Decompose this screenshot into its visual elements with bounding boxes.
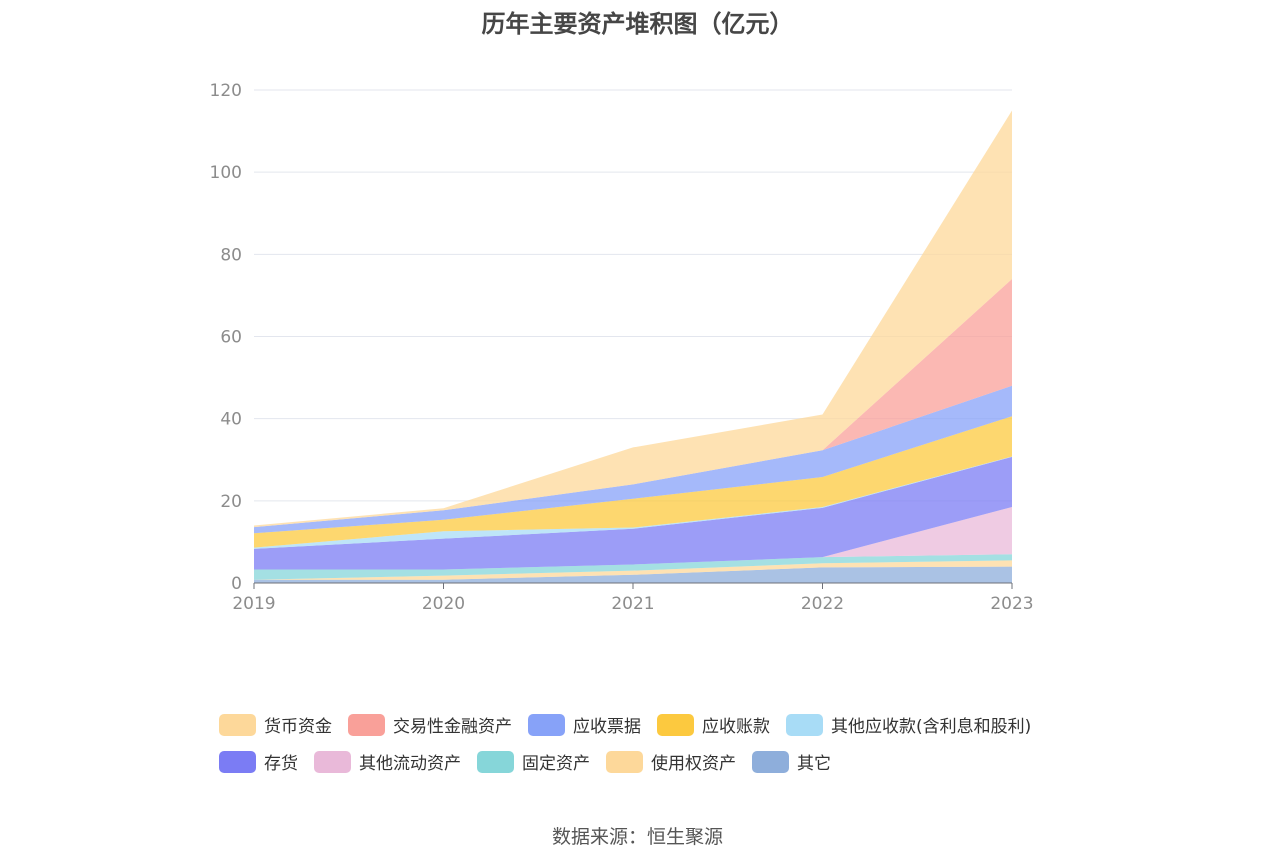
legend-item[interactable]: 其他流动资产 bbox=[314, 749, 461, 774]
legend-label: 其它 bbox=[797, 754, 831, 774]
area-series-9[interactable] bbox=[254, 110, 1012, 528]
x-tick-label: 2019 bbox=[232, 594, 275, 614]
legend-item[interactable]: 货币资金 bbox=[219, 712, 332, 737]
legend-swatch bbox=[314, 750, 351, 773]
data-source-note: 数据来源：恒生聚源 bbox=[551, 826, 723, 848]
legend-item[interactable]: 交易性金融资产 bbox=[348, 712, 512, 737]
axes: 0 20 40 60 80 100 120 2019 2020 2021 2022 2023 bbox=[210, 81, 1034, 614]
legend-item[interactable]: 其他应收款(含利息和股利) bbox=[786, 712, 1031, 737]
area-series-6[interactable] bbox=[254, 416, 1012, 548]
legend-label: 固定资产 bbox=[522, 754, 590, 774]
legend-label: 货币资金 bbox=[264, 717, 332, 737]
legend-swatch bbox=[219, 750, 256, 773]
legend-item[interactable]: 应收账款 bbox=[657, 712, 770, 737]
legend-item[interactable]: 存货 bbox=[219, 749, 298, 774]
y-tick-label: 60 bbox=[220, 328, 242, 348]
legend-swatch bbox=[786, 713, 823, 736]
y-tick-label: 20 bbox=[220, 492, 242, 512]
legend-label: 应收票据 bbox=[573, 717, 641, 737]
y-tick-label: 100 bbox=[210, 163, 242, 183]
legend-label: 应收账款 bbox=[702, 717, 770, 737]
y-tick-label: 120 bbox=[210, 81, 242, 101]
legend-item[interactable]: 应收票据 bbox=[528, 712, 641, 737]
y-tick-label: 0 bbox=[231, 574, 242, 594]
legend: 货币资金 交易性金融资产 应收票据 应收账款 其他应收款(含利息和股利) 存货 其他流动资… bbox=[219, 706, 1119, 780]
legend-swatch bbox=[477, 750, 514, 773]
area-series-7[interactable] bbox=[254, 385, 1012, 534]
area-series-1[interactable] bbox=[254, 560, 1012, 580]
legend-swatch bbox=[752, 750, 789, 773]
legend-label: 其他应收款(含利息和股利) bbox=[831, 717, 1032, 737]
legend-swatch bbox=[657, 713, 694, 736]
stacked-areas bbox=[254, 110, 1012, 583]
area-series-2[interactable] bbox=[254, 554, 1012, 580]
legend-label: 存货 bbox=[264, 754, 298, 774]
y-tick-label: 80 bbox=[220, 245, 242, 265]
gridlines bbox=[254, 89, 1012, 502]
legend-label: 交易性金融资产 bbox=[393, 717, 512, 737]
legend-item[interactable]: 固定资产 bbox=[477, 749, 590, 774]
x-tick-label: 2021 bbox=[611, 594, 654, 614]
legend-row-1: 货币资金 交易性金融资产 应收票据 应收账款 其他应收款(含利息和股利) bbox=[219, 706, 1119, 743]
x-tick-label: 2020 bbox=[422, 594, 465, 614]
legend-swatch bbox=[606, 750, 643, 773]
legend-label: 其他流动资产 bbox=[359, 754, 461, 774]
legend-swatch bbox=[219, 713, 256, 736]
area-series-4[interactable] bbox=[254, 456, 1012, 570]
legend-label: 使用权资产 bbox=[651, 754, 736, 774]
x-tick-label: 2023 bbox=[990, 594, 1033, 614]
chart-title: 历年主要资产堆积图（亿元） bbox=[481, 10, 794, 38]
y-tick-label: 40 bbox=[220, 410, 242, 430]
legend-swatch bbox=[528, 713, 565, 736]
legend-item[interactable]: 其它 bbox=[752, 749, 831, 774]
x-tick-label: 2022 bbox=[801, 594, 844, 614]
legend-item[interactable]: 使用权资产 bbox=[606, 749, 736, 774]
legend-swatch bbox=[348, 713, 385, 736]
legend-row-2: 存货 其他流动资产 固定资产 使用权资产 其它 bbox=[219, 743, 1119, 780]
